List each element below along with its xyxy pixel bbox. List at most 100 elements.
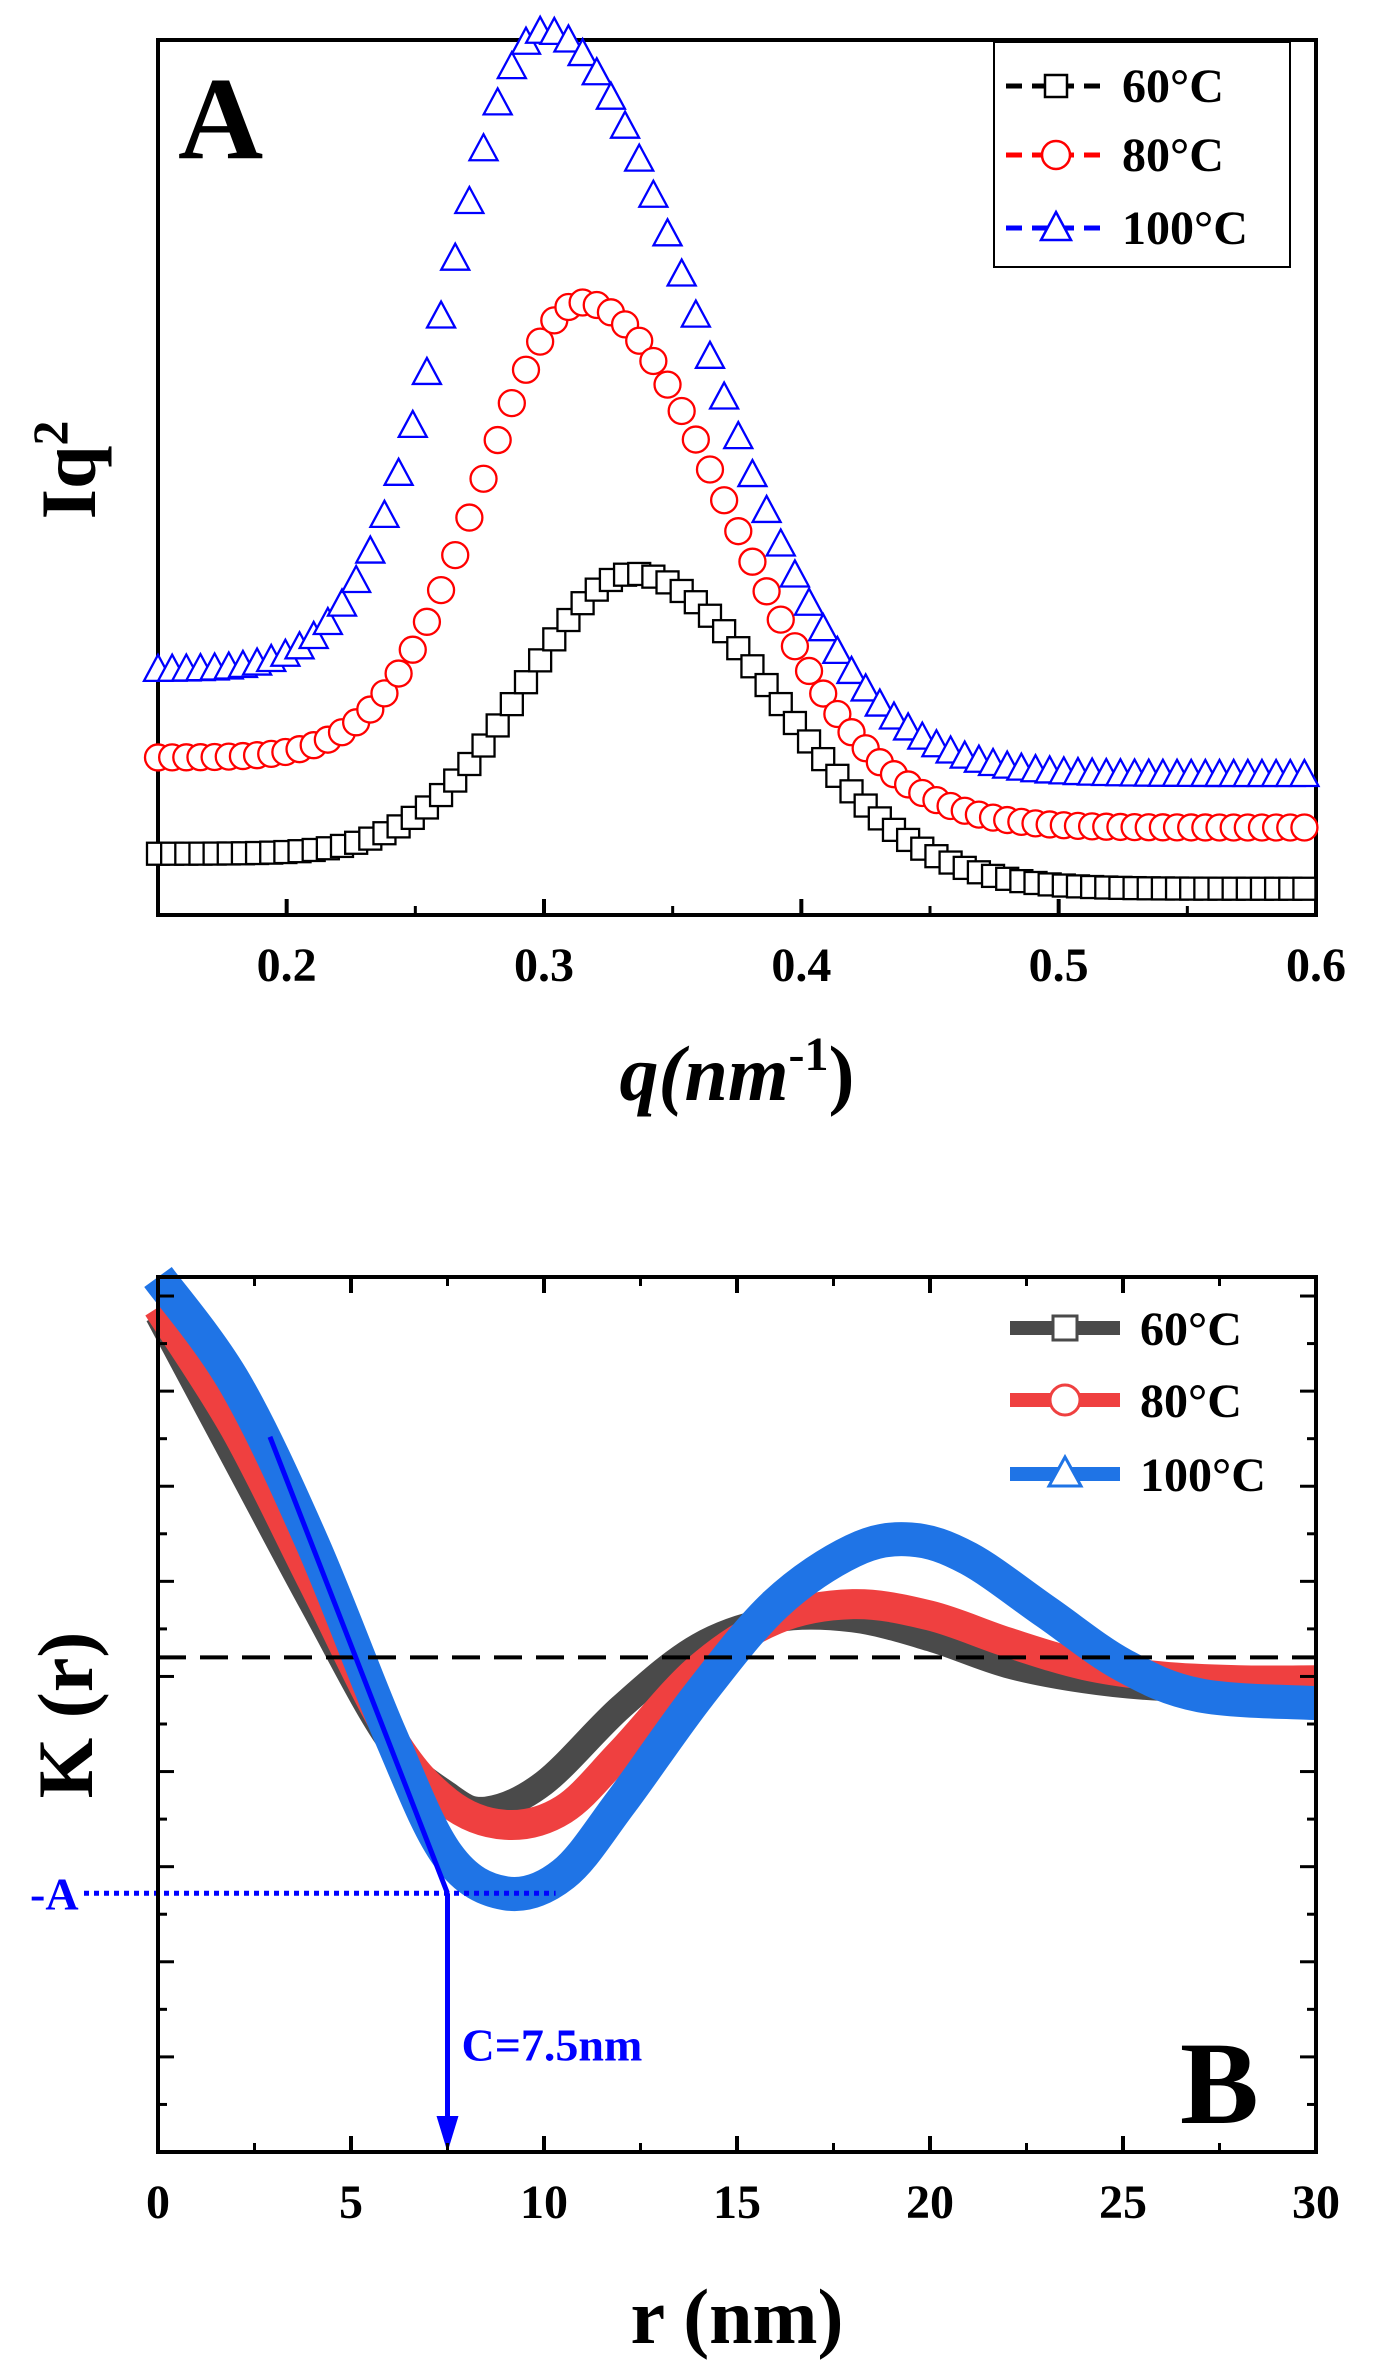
data-point-triangle <box>750 493 783 524</box>
legend-b-item-80c: 80°C <box>1010 1375 1242 1428</box>
panel-b-annotations: -A C=7.5nm <box>30 1435 643 2152</box>
legend-item-100c: 100°C <box>1006 202 1248 255</box>
data-point-square <box>542 627 567 652</box>
panel-a-x-tick-label: 0.5 <box>1029 939 1089 992</box>
data-point-triangle <box>665 257 698 287</box>
data-point-circle <box>809 679 838 708</box>
legend-b-marker-circle-80c <box>1048 1383 1082 1417</box>
legend-label-80c: 80°C <box>1122 129 1224 182</box>
data-point-circle <box>794 656 824 686</box>
legend-item-60c: 60°C <box>1006 60 1224 113</box>
data-point-triangle <box>623 142 656 172</box>
data-point-square <box>499 691 524 717</box>
data-point-triangle <box>849 672 882 702</box>
data-point-triangle <box>835 654 868 685</box>
panel-a-y-axis-label: Iq2 <box>22 421 112 520</box>
data-point-triangle <box>382 456 415 486</box>
panel-a-x-label-main: q(nm <box>620 1030 789 1117</box>
data-point-circle <box>653 370 682 399</box>
panel-a-legend: 60°C 80°C 100°C <box>993 41 1291 268</box>
data-point-circle <box>625 326 654 355</box>
data-point-circle <box>384 659 413 688</box>
data-point-triangle <box>637 178 670 208</box>
series-80°C <box>143 288 1319 842</box>
panel-b-x-tick-label: 10 <box>520 2176 568 2229</box>
data-point-triangle <box>821 634 854 665</box>
series-100°C <box>142 14 1321 788</box>
data-point-circle <box>724 517 753 546</box>
data-point-square <box>471 733 496 758</box>
data-point-square <box>457 751 482 777</box>
data-point-circle <box>441 540 470 570</box>
c-arrowhead <box>436 2116 459 2152</box>
data-point-triangle <box>495 49 528 80</box>
tangent-line <box>267 1435 450 1895</box>
panel-a-x-tick-label: 0.4 <box>771 939 831 992</box>
panel-a-x-tick-label: 0.3 <box>514 939 574 992</box>
data-point-circle <box>511 355 541 384</box>
panel-a-y-label-sup: 2 <box>22 421 78 446</box>
data-point-circle <box>709 486 739 515</box>
data-point-triangle <box>722 419 755 450</box>
legend-marker-circle-80c <box>1040 139 1072 171</box>
data-point-square <box>513 670 539 695</box>
c-label: C=7.5nm <box>462 2020 643 2071</box>
legend-marker-triangle-100c <box>1038 209 1074 242</box>
data-point-triangle <box>878 700 910 730</box>
panel-b-label: B <box>1180 2018 1259 2149</box>
data-point-circle <box>738 547 767 576</box>
panel-b-y-axis-label: K (r) <box>22 1632 109 1799</box>
data-point-triangle <box>396 408 429 439</box>
legend-b-marker-triangle-100c <box>1046 1453 1084 1488</box>
data-point-triangle <box>892 711 925 741</box>
data-point-circle <box>667 396 696 426</box>
data-point-circle <box>469 464 498 493</box>
data-point-circle <box>398 635 427 664</box>
data-point-circle <box>525 327 555 356</box>
data-point-circle <box>370 679 399 708</box>
data-point-triangle <box>651 216 684 247</box>
panel-b-ticks: 0 5 10 15 20 25 30 <box>146 1277 1340 2229</box>
data-point-circle <box>639 346 668 376</box>
data-point-square <box>726 636 751 661</box>
data-point-circle <box>681 425 710 454</box>
panel-b-x-tick-label: 20 <box>906 2176 954 2229</box>
data-point-triangle <box>708 380 741 410</box>
data-point-circle <box>752 577 781 606</box>
data-point-triangle <box>694 339 726 369</box>
data-point-circle <box>780 632 810 661</box>
panel-b-x-axis-label: r (nm) <box>630 2273 843 2360</box>
panel-b-x-tick-label: 15 <box>713 2176 761 2229</box>
panel-b-x-tick-label: 25 <box>1099 2176 1147 2229</box>
legend-label-60c: 60°C <box>1122 60 1224 113</box>
data-point-triangle <box>410 355 443 386</box>
data-point-triangle <box>326 587 358 617</box>
legend-b-marker-square-60c <box>1051 1314 1079 1342</box>
data-point-triangle <box>566 36 599 67</box>
legend-marker-square-60c <box>1043 73 1069 99</box>
data-point-circle <box>426 575 456 605</box>
panel-a-x-ticks: 0.2 0.3 0.4 0.5 0.6 <box>156 899 1346 992</box>
data-point-triangle <box>807 611 840 642</box>
data-point-triangle <box>467 131 500 162</box>
data-point-square <box>485 713 510 738</box>
panel-b: -A C=7.5nm 0 5 10 15 20 25 30 B 60°C 80°C 100°… <box>22 1266 1340 2360</box>
data-point-circle <box>483 425 512 455</box>
panel-a-y-label-main: Iq <box>25 446 112 520</box>
minus-a-label: -A <box>30 1868 79 1919</box>
data-point-triangle <box>453 184 486 215</box>
panel-a-x-label-sup: -1 <box>789 1028 829 1081</box>
data-point-square <box>768 691 793 717</box>
data-point-triangle <box>736 457 769 488</box>
panel-a-x-tick-label: 0.6 <box>1286 939 1346 992</box>
data-point-triangle <box>609 109 641 139</box>
panel-a-x-tick-label: 0.2 <box>257 939 317 992</box>
panel-b-series <box>144 1266 1318 1911</box>
data-point-circle <box>1290 813 1319 842</box>
data-point-triangle <box>439 241 472 271</box>
panel-a-x-label-close: ) <box>829 1030 855 1117</box>
data-point-square <box>782 710 808 736</box>
data-point-triangle <box>1288 757 1321 788</box>
data-point-triangle <box>425 299 457 329</box>
